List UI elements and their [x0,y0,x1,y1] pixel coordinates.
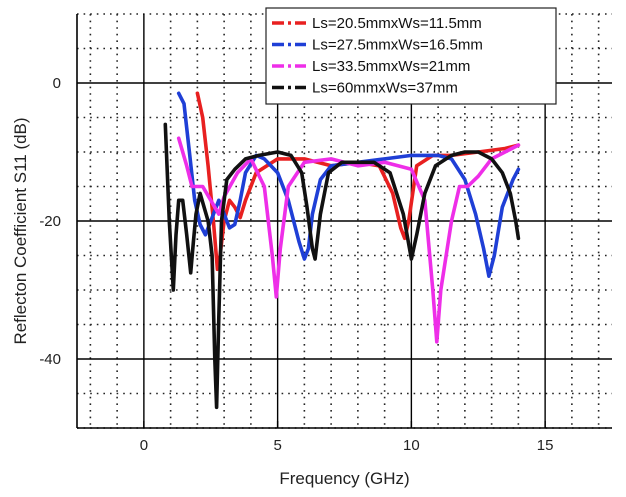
series-line-2 [176,136,521,344]
x-axis-title: Frequency (GHz) [279,469,409,488]
series-line-3 [163,122,521,410]
y-tick-label: -20 [39,213,61,230]
legend-label-series-2: Ls=33.5mmxWs=21mm [312,58,470,75]
legend-label-series-3: Ls=60mmxWs=37mm [312,80,458,97]
y-tick-label: 0 [53,75,61,92]
legend-box [265,7,557,105]
x-tick-label: 15 [537,437,554,454]
y-axis-title: Reflecton Coefficient S11 (dB) [11,117,30,344]
legend-label-series-1: Ls=27.5mmxWs=16.5mm [312,37,483,54]
axes [76,14,612,429]
tick-labels: 0 5 10 15 0 -20 -40 [39,75,553,454]
y-tick-label: -40 [39,351,61,368]
x-tick-label: 5 [273,437,281,454]
legend: Ls=20.5mmxWs=11.5mm Ls=27.5mmxWs=16.5mm … [265,7,557,105]
series-line-0 [195,91,521,272]
x-tick-label: 0 [140,437,148,454]
legend-label-series-0: Ls=20.5mmxWs=11.5mm [312,15,482,32]
x-tick-label: 10 [403,437,420,454]
plot-area [163,91,521,410]
